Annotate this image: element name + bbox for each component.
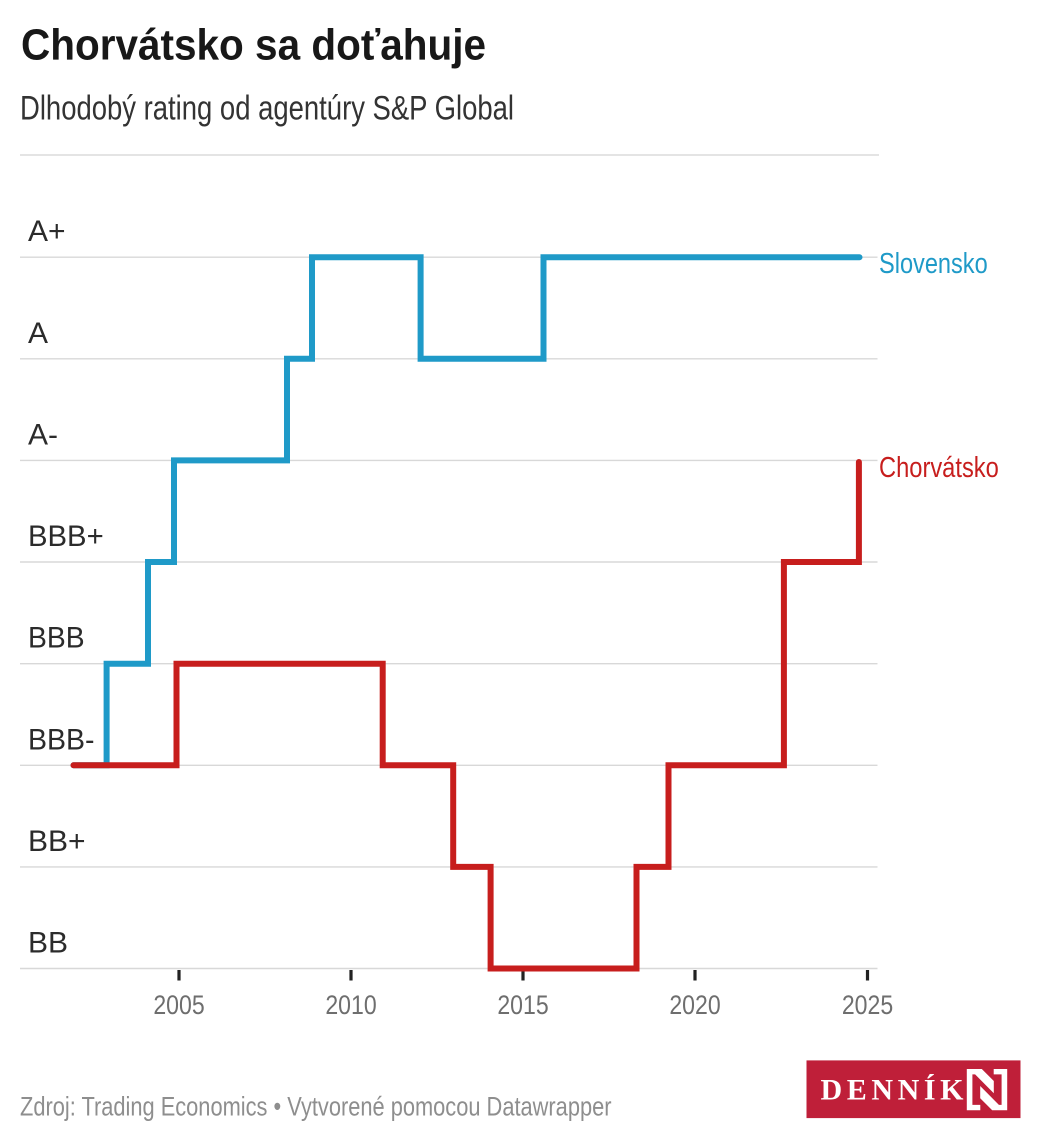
- svg-text:A+: A+: [28, 215, 66, 248]
- svg-text:Zdroj: Trading Economics • Vyt: Zdroj: Trading Economics • Vytvorené pom…: [20, 1092, 612, 1122]
- svg-text:A: A: [28, 317, 48, 350]
- svg-text:BB: BB: [28, 927, 68, 960]
- svg-text:BBB-: BBB-: [28, 723, 95, 756]
- svg-text:Chorvátsko sa doťahuje: Chorvátsko sa doťahuje: [21, 21, 486, 70]
- svg-text:Chorvátsko: Chorvátsko: [879, 452, 999, 484]
- svg-text:BBB: BBB: [28, 622, 85, 655]
- svg-text:2015: 2015: [497, 990, 548, 1020]
- svg-text:2010: 2010: [325, 990, 376, 1020]
- svg-text:2025: 2025: [842, 990, 893, 1020]
- svg-text:BB+: BB+: [28, 825, 86, 858]
- svg-text:Slovensko: Slovensko: [879, 248, 988, 280]
- svg-text:2020: 2020: [669, 990, 720, 1020]
- svg-text:DENNÍK: DENNÍK: [821, 1074, 969, 1107]
- svg-text:BBB+: BBB+: [28, 520, 104, 553]
- svg-text:2005: 2005: [153, 990, 204, 1020]
- svg-text:A-: A-: [28, 418, 58, 451]
- svg-text:Dlhodobý rating od agentúry S&: Dlhodobý rating od agentúry S&P Global: [20, 89, 514, 127]
